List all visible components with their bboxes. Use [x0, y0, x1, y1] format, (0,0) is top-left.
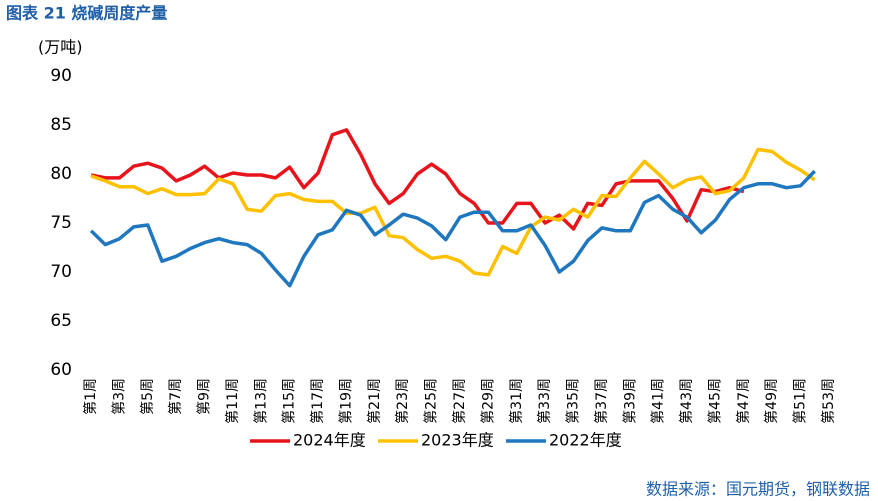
y-tick-label: 75: [50, 213, 72, 233]
x-tick-label: 第33周: [536, 378, 553, 424]
chart-title: 图表 21 烧碱周度产量: [6, 4, 167, 23]
y-tick-label: 80: [50, 164, 72, 184]
x-tick-label: 第17周: [309, 378, 326, 424]
x-tick-label: 第29周: [479, 378, 496, 424]
x-tick-label: 第39周: [621, 378, 638, 424]
x-tick-label: 第45周: [706, 378, 723, 424]
x-tick-label: 第31周: [508, 378, 525, 424]
x-tick-label: 第21周: [366, 378, 383, 424]
y-tick-label: 60: [50, 360, 72, 380]
x-tick-label: 第51周: [792, 378, 809, 424]
x-tick-label: 第1周: [82, 378, 99, 415]
x-tick-label: 第37周: [593, 378, 610, 424]
x-tick-label: 第25周: [423, 378, 440, 424]
x-tick-label: 第41周: [650, 378, 667, 424]
x-tick-label: 第47周: [735, 378, 752, 424]
legend-label: 2022年度: [549, 431, 622, 450]
x-tick-label: 第35周: [565, 378, 582, 424]
y-tick-label: 85: [50, 115, 72, 135]
x-tick-label: 第5周: [139, 378, 156, 415]
x-tick-label: 第3周: [110, 378, 127, 415]
x-tick-label: 第9周: [196, 378, 213, 415]
y-tick-label: 70: [50, 262, 72, 282]
x-tick-label: 第7周: [167, 378, 184, 415]
x-tick-label: 第15周: [281, 378, 298, 424]
x-tick-label: 第11周: [224, 378, 241, 424]
y-tick-label: 65: [50, 311, 72, 331]
x-tick-label: 第53周: [820, 378, 837, 424]
x-tick-label: 第19周: [337, 378, 354, 424]
legend-label: 2024年度: [293, 431, 366, 450]
series-line: [89, 169, 816, 288]
legend-label: 2023年度: [421, 431, 494, 450]
x-tick-label: 第27周: [451, 378, 468, 424]
source-note: 数据来源：国元期货，钢联数据: [646, 480, 870, 499]
series-line: [90, 128, 745, 231]
series-line: [90, 147, 816, 277]
y-tick-label: 90: [50, 66, 72, 86]
x-tick-label: 第23周: [394, 378, 411, 424]
x-tick-label: 第13周: [252, 378, 269, 424]
x-tick-label: 第43周: [678, 378, 695, 424]
x-tick-label: 第49周: [763, 378, 780, 424]
y-axis-label: (万吨): [38, 38, 83, 57]
